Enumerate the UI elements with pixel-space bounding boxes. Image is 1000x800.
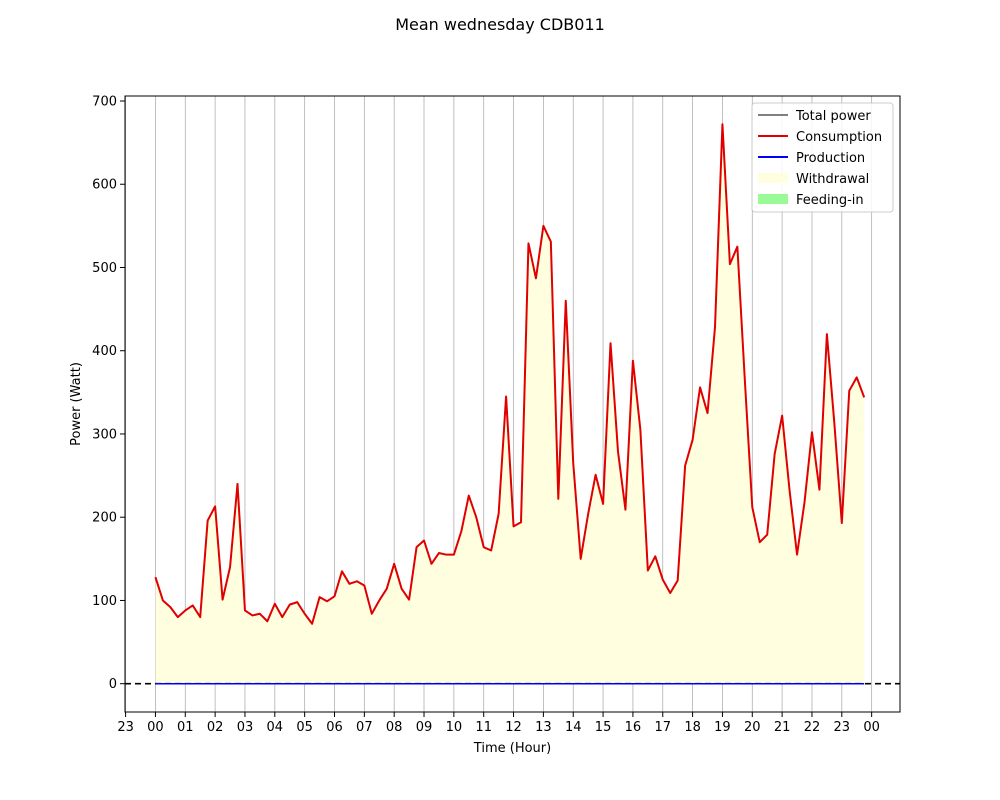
- x-tick-label: 11: [475, 720, 492, 735]
- x-tick-label: 01: [177, 720, 194, 735]
- axes-frame: [124, 95, 901, 713]
- x-tick-label: 03: [237, 720, 254, 735]
- x-axis-label: Time (Hour): [473, 741, 551, 756]
- x-tick-label: 08: [386, 720, 403, 735]
- y-tick-label: 300: [92, 427, 117, 442]
- y-tick-label: 700: [92, 94, 117, 109]
- x-tick-label: 22: [804, 720, 821, 735]
- x-tick-label: 21: [774, 720, 791, 735]
- legend-label: Consumption: [796, 130, 882, 145]
- x-tick-label: 07: [356, 720, 373, 735]
- consumption-line: [154, 123, 866, 625]
- x-tick-label: 14: [565, 720, 582, 735]
- y-tick-label: 0: [109, 677, 117, 692]
- x-tick-label: 20: [744, 720, 761, 735]
- x-tick-label: 00: [863, 720, 880, 735]
- x-tick-label: 16: [625, 720, 642, 735]
- x-tick-label: 17: [654, 720, 671, 735]
- x-axis-ticks: 23 00 01 02 03 04 05 06 07 08 09 10 11 12 13 14 15 16 17 18…: [117, 712, 880, 735]
- x-tick-label: 23: [117, 720, 134, 735]
- x-tick-label: 18: [684, 720, 701, 735]
- x-tick-label: 12: [505, 720, 522, 735]
- x-tick-label: 06: [326, 720, 343, 735]
- legend-swatch: [758, 194, 788, 204]
- y-tick-label: 100: [92, 594, 117, 609]
- y-axis-ticks: 0 100 200 300 400 500 600 700: [92, 94, 125, 692]
- y-tick-label: 400: [92, 344, 117, 359]
- x-tick-label: 13: [535, 720, 552, 735]
- x-tick-label: 05: [296, 720, 313, 735]
- x-tick-label: 19: [714, 720, 731, 735]
- legend-box: [751, 102, 894, 213]
- y-tick-label: 200: [92, 511, 117, 526]
- x-tick-label: 04: [267, 720, 284, 735]
- x-tick-label: 10: [446, 720, 463, 735]
- withdrawal-area: [155, 124, 865, 684]
- x-tick-label: 23: [834, 720, 851, 735]
- y-axis-label: Power (Watt): [69, 362, 84, 446]
- legend-label: Feeding-in: [796, 193, 864, 208]
- y-tick-label: 600: [92, 178, 117, 193]
- legend-swatch: [758, 173, 788, 183]
- x-tick-label: 02: [207, 720, 224, 735]
- x-tick-label: 00: [147, 720, 164, 735]
- legend-label: Total power: [795, 109, 871, 124]
- legend-label: Withdrawal: [796, 172, 869, 187]
- legend-label: Production: [796, 151, 865, 166]
- y-tick-label: 500: [92, 261, 117, 276]
- chart-title: Mean wednesday CDB011: [395, 15, 605, 34]
- legend: Total power Consumption Production Withdraw…: [751, 102, 894, 213]
- x-tick-label: 09: [416, 720, 433, 735]
- x-tick-label: 15: [595, 720, 612, 735]
